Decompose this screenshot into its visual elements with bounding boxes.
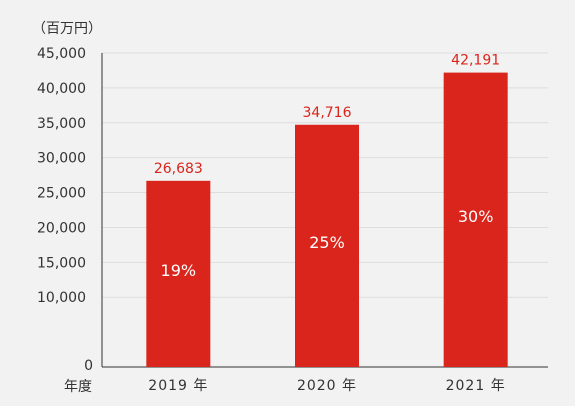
- bar: [295, 124, 359, 368]
- y-tick-label: 20,000: [37, 220, 86, 236]
- bar-value-label: 34,716: [303, 105, 352, 121]
- bar-growth-label: 30%: [458, 207, 494, 226]
- x-axis-title: 年度: [64, 379, 92, 395]
- y-tick-label: 15,000: [37, 255, 86, 271]
- y-tick-label: 10,000: [37, 290, 86, 306]
- bar-value-label: 26,683: [154, 161, 203, 177]
- bars: [146, 72, 508, 368]
- y-axis-unit: （百万円）: [32, 21, 102, 37]
- y-tick-label: 40,000: [37, 81, 86, 97]
- y-tick-label: 45,000: [37, 46, 86, 62]
- bar-growth-label: 19%: [161, 261, 197, 280]
- bar-value-label: 42,191: [451, 53, 500, 69]
- x-tick-label: 2021 年: [446, 378, 506, 394]
- bar: [443, 72, 508, 367]
- y-tick-label: 30,000: [37, 151, 86, 167]
- labels: 0 10,000 15,000 20,000 25,000 30,000 35,000 40,…: [37, 46, 506, 394]
- y-tick-label: 25,000: [37, 186, 86, 202]
- x-tick-label: 2019 年: [148, 378, 208, 394]
- bar: [146, 180, 211, 367]
- bar-growth-label: 25%: [309, 233, 345, 252]
- y-tick-label: 0: [84, 358, 93, 374]
- y-tick-label: 35,000: [37, 116, 86, 132]
- x-tick-label: 2020 年: [297, 378, 357, 394]
